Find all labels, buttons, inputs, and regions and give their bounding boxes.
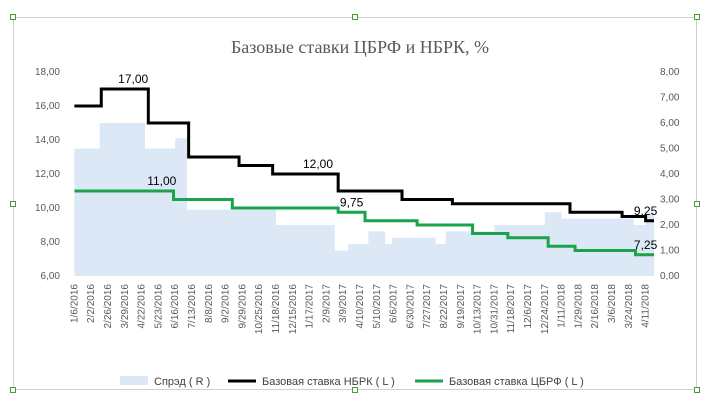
y-right-tick-label: 8,00 (660, 67, 680, 78)
y-right-tick-label: 1,00 (660, 246, 680, 257)
x-tick-label: 6/6/2017 (389, 284, 400, 323)
data-label: 12,00 (303, 157, 333, 171)
resize-handle-top-left[interactable] (10, 14, 16, 20)
x-tick-label: 1/17/2017 (305, 284, 316, 329)
data-label: 9,25 (634, 204, 658, 218)
x-tick-label: 5/10/2017 (372, 284, 383, 329)
data-label: 11,00 (147, 174, 176, 188)
x-tick-label: 12/15/2016 (288, 284, 299, 334)
x-tick-label: 4/22/2016 (137, 284, 148, 329)
x-tick-label: 2/9/2017 (321, 284, 332, 323)
x-tick-label: 9/29/2016 (237, 284, 248, 329)
x-tick-label: 8/8/2016 (204, 284, 215, 323)
legend-label: Спрэд ( R ) (154, 376, 210, 388)
resize-handle-middle-left[interactable] (10, 201, 16, 207)
x-tick-label: 1/29/2018 (573, 284, 584, 329)
x-tick-label: 10/31/2017 (489, 284, 500, 334)
y-left-tick-label: 14,00 (35, 135, 60, 146)
resize-handle-top-middle[interactable] (352, 14, 358, 20)
x-tick-label: 2/26/2016 (103, 284, 114, 329)
x-tick-label: 2/16/2018 (590, 284, 601, 329)
x-tick-label: 4/11/2018 (641, 284, 652, 328)
data-label: 7,25 (634, 238, 658, 252)
chart-title: Базовые ставки ЦБРФ и НБРК, % (231, 37, 489, 57)
x-tick-label: 9/19/2017 (456, 284, 467, 329)
legend-label: Базовая ставка НБРК ( L ) (262, 376, 395, 388)
x-tick-label: 3/24/2018 (624, 284, 635, 329)
y-right-tick-label: 0,00 (660, 271, 680, 282)
resize-handle-middle-right[interactable] (694, 201, 700, 207)
x-tick-label: 11/18/2016 (271, 284, 282, 334)
series-line-nbrk (74, 87, 654, 223)
legend-label: Базовая ставка ЦБРФ ( L ) (449, 376, 584, 388)
x-tick-label: 1/6/2016 (69, 284, 80, 323)
x-tick-label: 12/6/2017 (523, 284, 534, 329)
x-tick-label: 3/29/2016 (120, 284, 131, 329)
y-left-tick-label: 16,00 (35, 101, 60, 112)
y-left-tick-label: 8,00 (41, 237, 61, 248)
x-tick-label: 6/30/2017 (405, 284, 416, 329)
x-tick-label: 12/24/2017 (540, 284, 551, 334)
data-label: 17,00 (118, 72, 148, 86)
y-right-tick-label: 6,00 (660, 118, 680, 129)
y-left-tick-label: 12,00 (35, 169, 60, 180)
data-label: 9,75 (340, 195, 364, 209)
x-tick-label: 3/6/2018 (607, 284, 618, 323)
resize-handle-top-right[interactable] (694, 14, 700, 20)
x-tick-label: 5/23/2016 (153, 284, 164, 329)
x-tick-label: 7/13/2016 (187, 284, 198, 329)
x-tick-label: 1/11/2018 (557, 284, 568, 328)
x-tick-label: 3/9/2017 (338, 284, 349, 323)
x-tick-label: 9/2/2016 (221, 284, 232, 323)
y-right-tick-label: 4,00 (660, 169, 680, 180)
y-left-tick-label: 18,00 (35, 67, 60, 78)
x-tick-label: 11/18/2017 (506, 284, 517, 334)
x-tick-label: 7/27/2017 (422, 284, 433, 329)
y-right-tick-label: 7,00 (660, 93, 680, 104)
resize-handle-bottom-left[interactable] (10, 387, 16, 393)
y-left-tick-label: 6,00 (41, 271, 61, 282)
series-line-cbrf (74, 189, 654, 257)
legend-swatch-spread (120, 376, 148, 385)
x-tick-label: 2/2/2016 (86, 284, 97, 323)
x-tick-label: 6/16/2016 (170, 284, 181, 329)
x-tick-label: 4/10/2017 (355, 284, 366, 329)
resize-handle-bottom-right[interactable] (694, 387, 700, 393)
x-tick-label: 10/13/2017 (473, 284, 484, 334)
y-left-tick-label: 10,00 (35, 203, 60, 214)
series-area-spread (74, 123, 654, 276)
y-right-tick-label: 5,00 (660, 144, 680, 155)
y-right-tick-label: 2,00 (660, 220, 680, 231)
y-right-tick-label: 3,00 (660, 195, 680, 206)
x-tick-label: 8/22/2017 (439, 284, 450, 329)
resize-handle-bottom-middle[interactable] (352, 387, 358, 393)
x-tick-label: 10/25/2016 (254, 284, 265, 334)
